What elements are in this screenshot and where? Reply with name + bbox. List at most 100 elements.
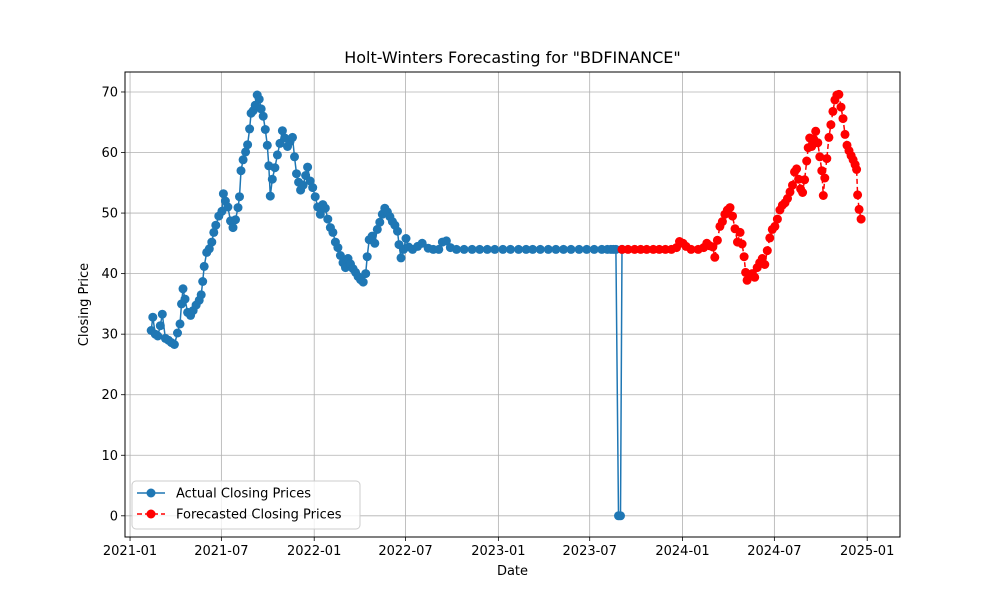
forecast-data-point <box>852 165 862 174</box>
actual-data-point <box>535 244 545 254</box>
forecast-data-point <box>856 214 866 224</box>
forecast-data-point <box>817 166 827 176</box>
actual-data-point <box>566 244 576 254</box>
x-tick-label: 2024-07 <box>747 544 801 559</box>
actual-data-point <box>290 152 299 162</box>
forecast-data-point <box>853 190 863 200</box>
actual-data-point <box>362 252 372 262</box>
forecast-data-point <box>822 154 832 164</box>
y-tick-label: 50 <box>101 207 118 222</box>
actual-data-point <box>254 94 264 104</box>
actual-data-point <box>490 244 500 254</box>
chart-title: Holt-Winters Forecasting for "BDFINANCE" <box>344 48 681 67</box>
actual-data-point <box>320 203 330 213</box>
grid-lines <box>125 72 900 537</box>
x-axis-label: Date <box>497 564 528 579</box>
x-tick-label: 2023-07 <box>563 544 617 559</box>
forecast-data-point <box>735 227 745 237</box>
actual-data-point <box>262 140 272 150</box>
actual-data-point <box>543 244 553 254</box>
x-tick-label: 2023-01 <box>471 544 525 559</box>
actual-data-point <box>265 191 275 201</box>
forecast-data-point <box>765 233 775 243</box>
actual-data-point <box>298 180 308 190</box>
actual-data-point <box>441 236 451 246</box>
legend-forecast-marker <box>146 509 156 519</box>
actual-data-point <box>270 163 280 173</box>
forecast-data-point <box>770 221 780 231</box>
forecast-data-point <box>642 244 652 254</box>
actual-data-point <box>315 209 325 219</box>
y-tick-label: 40 <box>101 267 118 282</box>
y-axis-label: Closing Price <box>77 263 92 346</box>
actual-data-point <box>514 244 524 254</box>
actual-data-point <box>616 511 625 521</box>
actual-data-point <box>288 132 297 142</box>
actual-data-point <box>551 244 561 254</box>
actual-data-point <box>199 261 209 271</box>
actual-data-point <box>175 319 185 329</box>
actual-data-point <box>198 277 208 286</box>
plot-series <box>146 89 866 521</box>
actual-data-point <box>361 269 371 279</box>
forecast-data-point <box>838 114 848 124</box>
actual-data-point <box>245 124 255 134</box>
actual-data-point <box>292 169 301 179</box>
forecast-data-point <box>623 244 633 254</box>
actual-data-point <box>521 244 531 254</box>
actual-data-point <box>148 312 158 322</box>
actual-data-point <box>467 244 477 254</box>
actual-data-point <box>559 244 568 254</box>
forecast-data-point <box>772 214 782 224</box>
actual-data-point <box>333 243 343 253</box>
actual-data-point <box>393 226 402 236</box>
actual-data-point <box>169 340 179 349</box>
y-tick-label: 60 <box>101 146 118 161</box>
actual-data-point <box>233 203 243 213</box>
actual-data-point <box>243 140 253 150</box>
legend-forecast-label: Forecasted Closing Prices <box>176 508 342 523</box>
forecast-data-point <box>788 180 797 190</box>
y-tick-label: 10 <box>101 449 118 464</box>
actual-data-point <box>335 251 345 260</box>
x-tick-label: 2024-01 <box>655 544 709 559</box>
forecast-data-point <box>739 252 749 262</box>
forecast-data-point <box>811 126 821 136</box>
legend-box <box>131 480 361 530</box>
actual-data-point <box>475 244 485 254</box>
forecast-data-point <box>717 217 727 227</box>
actual-data-point <box>258 111 268 121</box>
forecast-data-point <box>828 106 838 116</box>
actual-data-point <box>267 174 277 184</box>
actual-data-point <box>358 277 368 287</box>
forecast-data-point <box>737 239 747 249</box>
forecast-data-point <box>802 156 812 166</box>
actual-data-point <box>417 238 427 248</box>
forecast-data-point <box>820 173 830 183</box>
y-tick-label: 0 <box>110 509 118 524</box>
actual-data-point <box>367 231 377 241</box>
legend: Actual Closing Prices Forecasted Closing… <box>131 480 361 530</box>
actual-data-point <box>228 223 238 233</box>
x-tick-label: 2022-01 <box>287 544 341 559</box>
forecast-data-point <box>813 138 823 148</box>
actual-data-point <box>459 244 469 254</box>
forecast-data-point <box>824 132 834 142</box>
y-tick-label: 30 <box>101 328 118 343</box>
actual-data-point <box>218 189 228 199</box>
actual-data-point <box>323 214 333 224</box>
actual-data-point <box>434 244 444 254</box>
actual-data-point <box>241 147 251 157</box>
forecast-data-point <box>708 242 718 252</box>
actual-data-point <box>452 244 461 254</box>
actual-data-point <box>498 244 508 254</box>
actual-data-point <box>308 183 318 193</box>
actual-data-point <box>196 290 206 300</box>
actual-data-point <box>370 238 380 248</box>
forecast-data-point <box>686 244 696 254</box>
y-tick-label: 20 <box>101 388 118 403</box>
actual-data-point <box>178 284 188 294</box>
x-tick-label: 2025-01 <box>840 544 894 559</box>
actual-data-point <box>396 253 406 263</box>
